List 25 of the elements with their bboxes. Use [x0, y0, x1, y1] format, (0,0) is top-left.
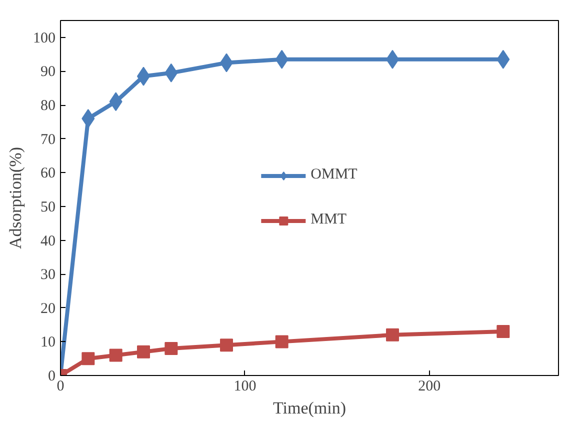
- y-tick-label: 30: [40, 267, 56, 284]
- legend-label: MMT: [310, 212, 347, 228]
- point: [220, 338, 233, 352]
- y-tick-label: 10: [40, 334, 56, 351]
- point: [275, 335, 288, 348]
- point: [386, 328, 399, 342]
- y-tick-label: 20: [40, 300, 56, 317]
- y-tick-label: 70: [40, 132, 56, 148]
- y-tick-label: 100: [33, 30, 56, 46]
- x-tick-label: 100: [234, 378, 256, 394]
- y-tick-label: 90: [40, 64, 56, 80]
- legend-label: OMMT: [310, 166, 358, 184]
- point: [164, 342, 178, 355]
- x-tick-label: 200: [418, 378, 441, 394]
- point: [109, 348, 122, 362]
- y-tick-label: 60: [40, 166, 56, 182]
- y-axis-title: Adsorption(%): [6, 147, 25, 249]
- point: [496, 325, 510, 338]
- y-tick-label: 80: [40, 98, 56, 114]
- y-tick-label: 50: [40, 199, 56, 216]
- x-axis-title: Time(min): [272, 398, 346, 418]
- point: [82, 352, 95, 366]
- y-tick-label: 40: [40, 233, 56, 250]
- y-tick-label: 0: [48, 368, 56, 384]
- point: [137, 345, 150, 358]
